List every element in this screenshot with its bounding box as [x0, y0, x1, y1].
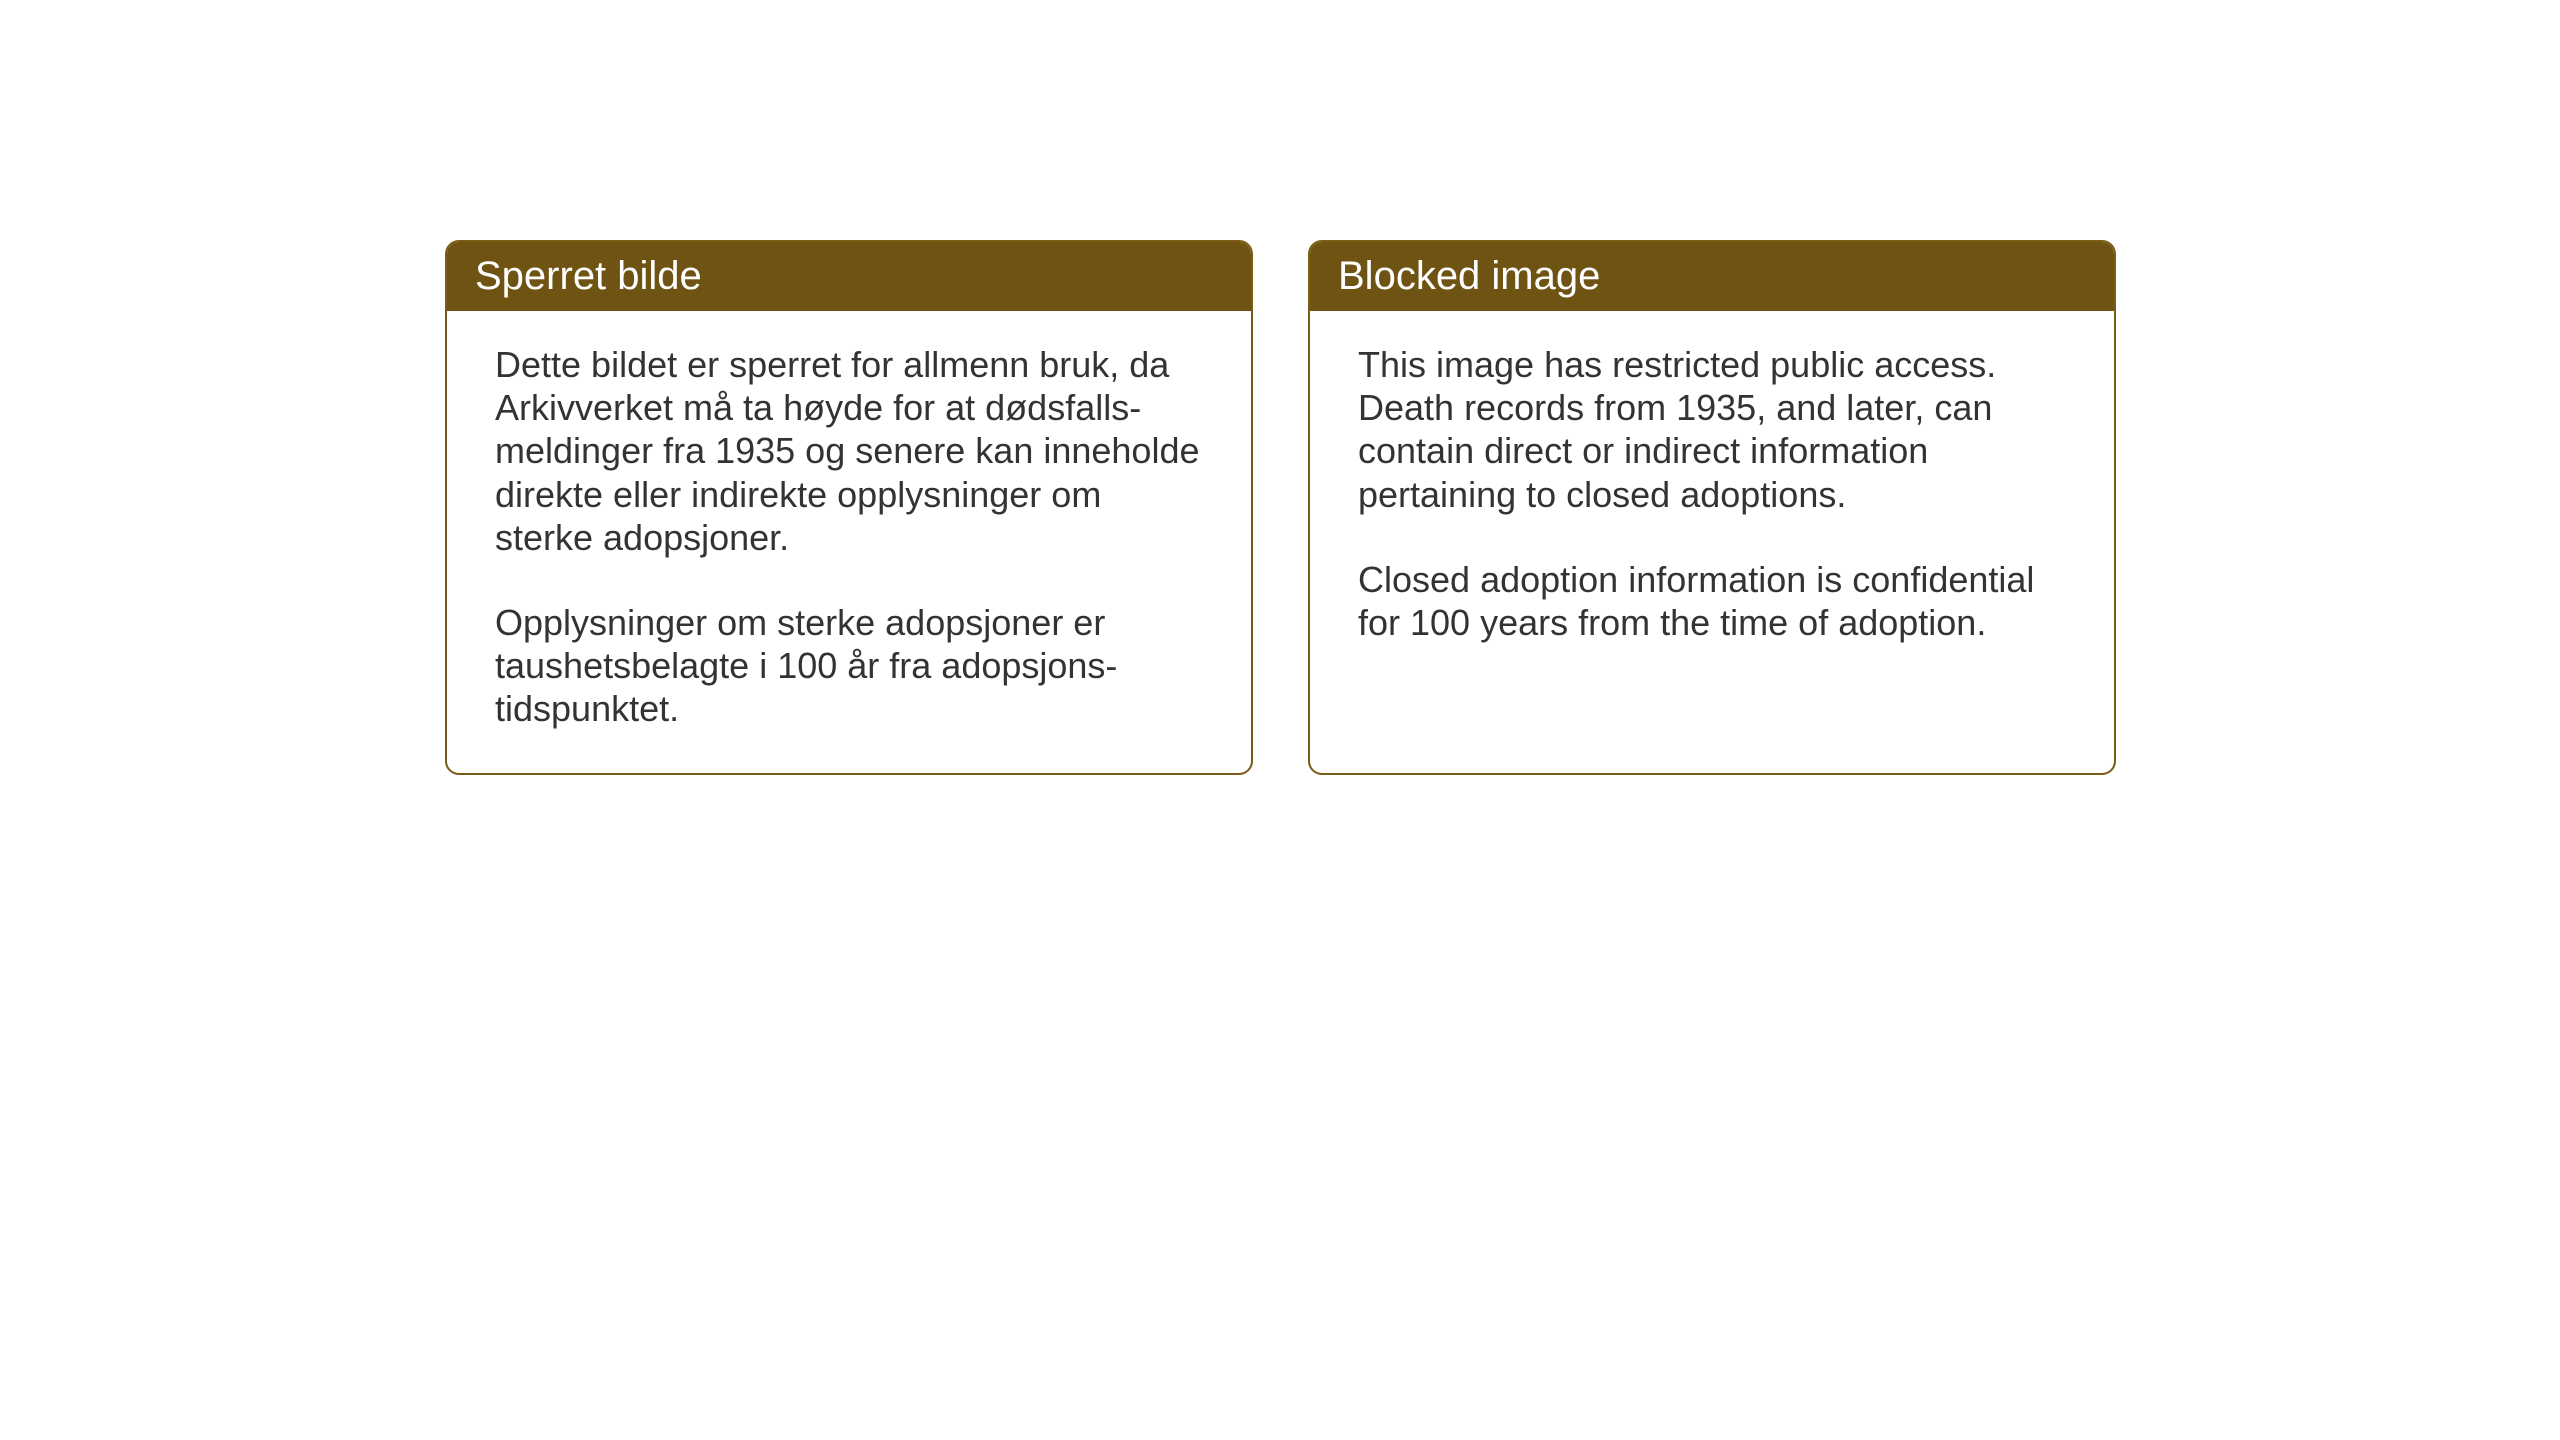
card-body: This image has restricted public access.…	[1310, 311, 2114, 686]
card-title: Sperret bilde	[475, 254, 702, 298]
notice-card-norwegian: Sperret bilde Dette bildet er sperret fo…	[445, 240, 1253, 775]
notice-card-english: Blocked image This image has restricted …	[1308, 240, 2116, 775]
card-header: Blocked image	[1310, 242, 2114, 311]
notice-container: Sperret bilde Dette bildet er sperret fo…	[445, 240, 2116, 775]
card-body: Dette bildet er sperret for allmenn bruk…	[447, 311, 1251, 773]
card-paragraph: Dette bildet er sperret for allmenn bruk…	[495, 343, 1203, 559]
card-paragraph: This image has restricted public access.…	[1358, 343, 2066, 516]
card-paragraph: Closed adoption information is confident…	[1358, 558, 2066, 644]
card-title: Blocked image	[1338, 254, 1600, 298]
card-paragraph: Opplysninger om sterke adopsjoner er tau…	[495, 601, 1203, 731]
card-header: Sperret bilde	[447, 242, 1251, 311]
